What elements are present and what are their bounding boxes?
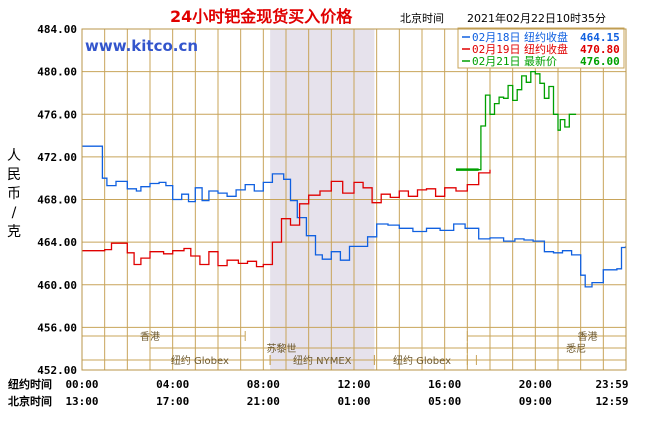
series-group xyxy=(82,70,627,288)
y-axis-label: 人民币 / 克 xyxy=(7,148,21,240)
ny-tick-label: 00:00 xyxy=(65,378,98,391)
y-tick-label: 460.00 xyxy=(37,279,77,292)
y-tick-label: 468.00 xyxy=(37,194,77,207)
plot-border xyxy=(81,28,627,371)
bj-tick-label: 21:00 xyxy=(247,395,280,408)
y-tick-label: 464.00 xyxy=(37,236,77,249)
market-band-label-nymex: 纽约 NYMEX xyxy=(293,354,352,367)
bj-tick-label: 01:00 xyxy=(337,395,370,408)
legend-label: 纽约收盘 xyxy=(524,42,568,56)
ny-tick-label: 12:00 xyxy=(337,378,370,391)
legend-label: 最新价 xyxy=(524,54,557,68)
legend-value: 464.15 xyxy=(580,31,620,44)
market-band-label-globex2: 纽约 Globex xyxy=(393,354,451,367)
bj-tick-label: 09:00 xyxy=(519,395,552,408)
legend-label: 纽约收盘 xyxy=(524,30,568,44)
market-band-label-london: 苏黎世 xyxy=(266,342,296,355)
site-watermark: www.kitco.cn xyxy=(85,37,198,55)
y-tick-label: 472.00 xyxy=(37,151,77,164)
ny-tick-label: 16:00 xyxy=(428,378,461,391)
chart-title: 24小时钯金现货买入价格 xyxy=(170,7,353,26)
legend-value: 476.00 xyxy=(580,55,620,68)
market-band-label-sydney: 悉尼 xyxy=(566,343,586,355)
ny-time-row-label: 纽约时间 xyxy=(8,377,52,391)
y-tick-label: 480.00 xyxy=(37,66,77,79)
bj-tick-label: 17:00 xyxy=(156,395,189,408)
y-label-char: / xyxy=(12,205,17,221)
y-label-char: 币 xyxy=(7,186,21,202)
y-tick-label: 452.00 xyxy=(37,364,77,377)
ny-tick-label: 23:59 xyxy=(595,378,628,391)
y-axis-ticks: 452.00 456.00 460.00 464.00 468.00 472.00 476.… xyxy=(37,23,77,377)
legend-value: 470.80 xyxy=(580,43,620,56)
y-label-char: 民 xyxy=(7,167,21,183)
series-line-3 xyxy=(456,70,577,171)
bj-tick-label: 13:00 xyxy=(65,395,98,408)
legend-date: 02月19日 xyxy=(472,43,521,56)
ny-tick-label: 20:00 xyxy=(519,378,552,391)
series-line-2 xyxy=(82,169,491,268)
timezone-label: 北京时间 xyxy=(400,11,444,25)
market-band-label-hk2: 香港 xyxy=(577,331,597,343)
x-axis-ticks: 00:00 04:00 08:00 12:00 16:00 20:00 23:59 13:00… xyxy=(65,378,628,408)
y-label-char: 克 xyxy=(7,224,21,240)
bj-tick-label: 05:00 xyxy=(428,395,461,408)
y-tick-label: 484.00 xyxy=(37,23,77,36)
legend-box xyxy=(457,27,625,69)
bj-tick-label: 12:59 xyxy=(595,395,628,408)
timestamp: 2021年02月22日10时35分 xyxy=(467,11,606,25)
legend-date: 02月21日 xyxy=(472,55,521,68)
market-band-label-globex1: 纽约 Globex xyxy=(171,354,229,367)
ny-tick-label: 08:00 xyxy=(247,378,280,391)
market-band-label-hk1: 香港 xyxy=(140,331,160,343)
legend-date: 02月18日 xyxy=(472,31,521,44)
bj-time-row-label: 北京时间 xyxy=(8,394,52,408)
y-tick-label: 476.00 xyxy=(37,108,77,121)
legend: 02月18日 纽约收盘 464.15 02月19日 纽约收盘 470.80 02月21日 最新… xyxy=(457,27,625,69)
series-line-1 xyxy=(82,145,627,288)
y-tick-label: 456.00 xyxy=(37,321,77,334)
ny-tick-label: 04:00 xyxy=(156,378,189,391)
y-label-char: 人 xyxy=(7,148,21,164)
